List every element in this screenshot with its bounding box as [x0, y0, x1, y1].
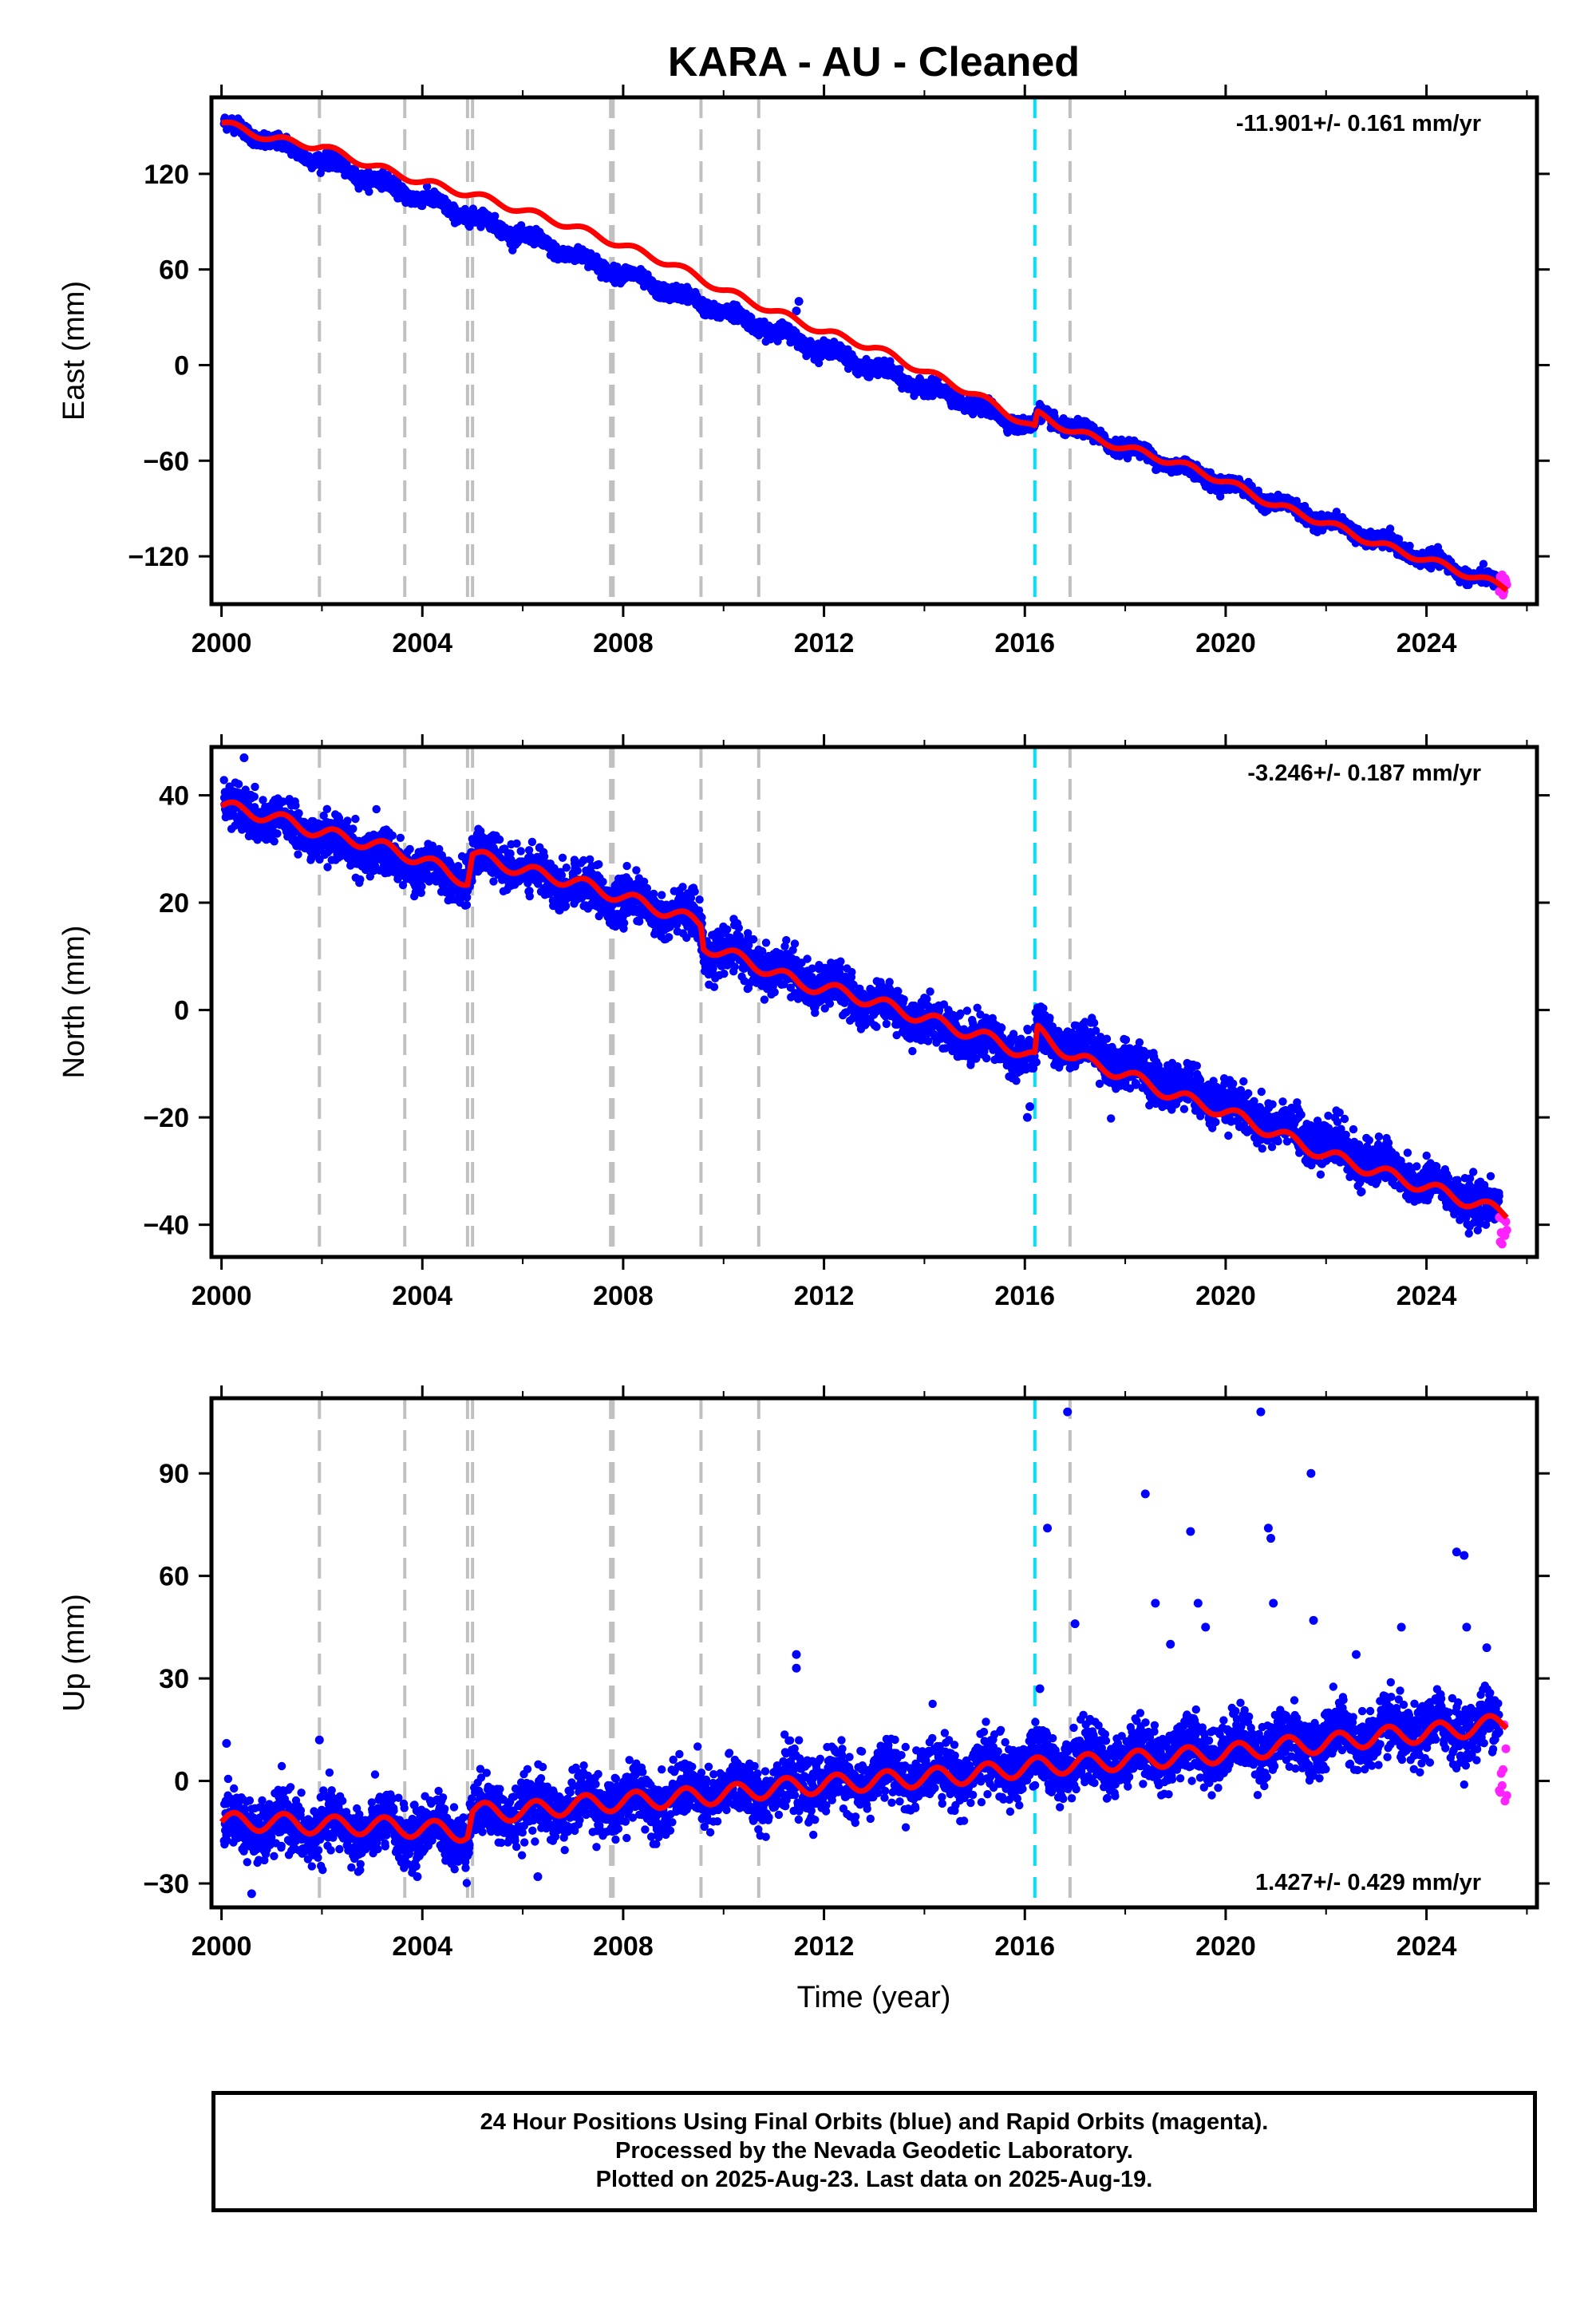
y-tick-label: 120 [144, 160, 189, 190]
rate-label-east: -11.901+/- 0.161 mm/yr [1236, 111, 1481, 136]
x-tick-label: 2016 [994, 628, 1055, 658]
final-points-north [219, 753, 1503, 1238]
plot-area-east [219, 97, 1511, 604]
x-tick-label: 2008 [593, 628, 654, 658]
y-tick-label: 0 [174, 350, 189, 381]
final-point [291, 801, 300, 810]
final-point [219, 776, 228, 785]
x-tick-label: 2012 [794, 628, 855, 658]
chart-title: KARA - AU - Cleaned [668, 39, 1080, 85]
panels: 120 60 0 −60 −120 2000 2004 2008 2012 2016 2020 202… [57, 85, 1550, 1962]
final-point [1405, 541, 1414, 551]
y-axis-label-east: East (mm) [57, 281, 91, 421]
x-tick-label: 2004 [392, 628, 452, 658]
final-point [422, 182, 432, 191]
x-tick-label: 2000 [192, 628, 252, 658]
final-point [251, 782, 259, 792]
final-point [273, 829, 282, 838]
final-point [294, 808, 303, 818]
final-point [234, 780, 243, 788]
final-point [365, 188, 373, 196]
final-point [294, 850, 302, 859]
x-tick-label: 2024 [1396, 628, 1457, 658]
final-point [491, 211, 500, 220]
panel-east: 120 60 0 −60 −120 2000 2004 2008 2012 2016 2020 202… [57, 85, 1550, 658]
x-tick-label: 2020 [1195, 628, 1256, 658]
plot-area-north [219, 747, 1511, 1257]
final-outlier-point [794, 297, 804, 306]
final-point [1479, 559, 1488, 568]
final-point [270, 837, 279, 846]
y-tick-label: −60 [143, 446, 189, 476]
final-point [250, 792, 259, 801]
final-point [465, 222, 474, 231]
y-tick-label: −120 [128, 542, 189, 572]
y-tick-label: 60 [159, 255, 189, 286]
